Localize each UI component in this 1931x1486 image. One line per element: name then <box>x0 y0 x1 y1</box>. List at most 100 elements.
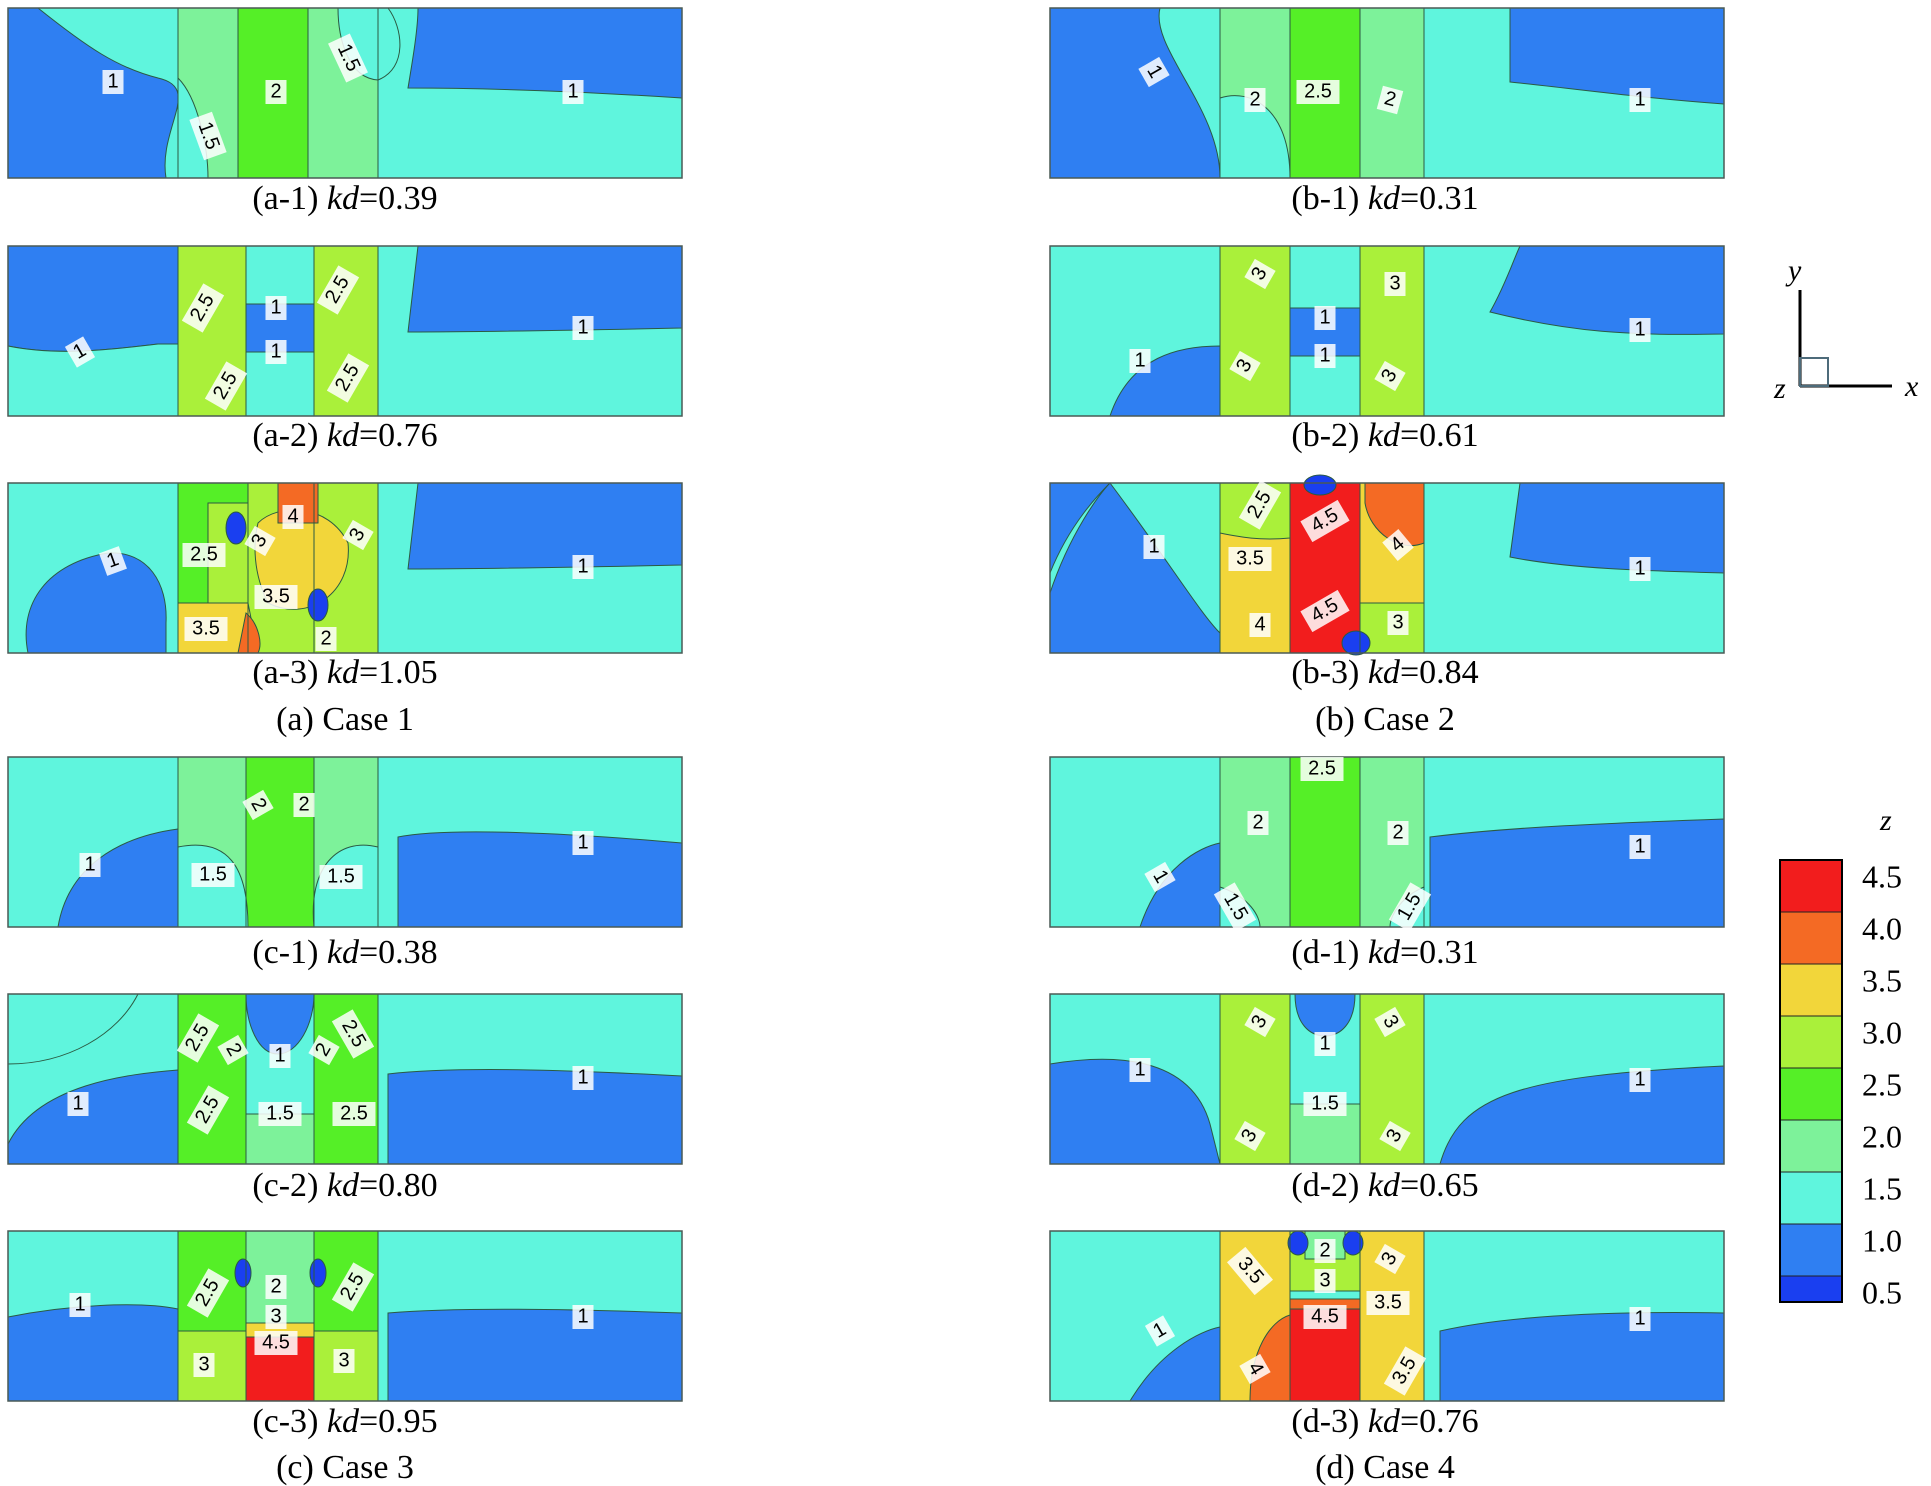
contour-label-box <box>265 296 287 320</box>
contour-label: 4 <box>287 505 298 527</box>
contour-label-box <box>331 1009 375 1059</box>
region-1.0-left <box>7 245 179 352</box>
contour-label: 2 <box>270 80 281 102</box>
contour-label-box <box>193 1353 215 1377</box>
legend-level-label: 3.5 <box>1862 962 1902 998</box>
caption-c1: (c-1) kd=0.38 <box>252 934 437 971</box>
contour-label-box <box>184 617 228 641</box>
contour-label: 1 <box>1634 1307 1645 1329</box>
contour-label: 2.5 <box>340 1102 368 1124</box>
contour-label: 3 <box>198 1353 209 1375</box>
contour-label: 1 <box>72 1092 83 1114</box>
group-caption-c: (c) Case 3 <box>276 1449 414 1486</box>
contour-label: 1 <box>1148 535 1159 557</box>
legend-level-label: 2.5 <box>1862 1066 1902 1102</box>
region-1.5-bottom-left <box>7 343 179 417</box>
panel-frame <box>7 7 683 179</box>
vortex-top <box>1303 474 1337 496</box>
contour-label-box <box>1244 258 1276 290</box>
legend-level-label: 3.0 <box>1862 1014 1902 1050</box>
legend-level-label: 4.0 <box>1862 910 1902 946</box>
group-caption-b: (b) Case 2 <box>1315 701 1455 738</box>
contour-label-box <box>1387 611 1409 635</box>
contour-label: 1 <box>1319 1032 1330 1054</box>
contour-label-box <box>342 519 374 551</box>
panel-frame <box>1049 7 1725 179</box>
contour-label-box <box>244 525 276 557</box>
caption-a2: (a-2) kd=0.76 <box>252 417 437 454</box>
region-1.0-right <box>1509 482 1725 574</box>
contour-label: 1.5 <box>199 863 227 885</box>
y-axis-label: y <box>1785 254 1802 287</box>
contour-label: 1 <box>577 1066 588 1088</box>
region-1.0-right <box>387 1069 683 1165</box>
contour-label: 1.5 <box>327 865 355 887</box>
panel-frame <box>1049 245 1725 417</box>
contour-label: 2.5 <box>1308 757 1336 779</box>
contour-label-box <box>265 80 287 104</box>
contour-label-box <box>316 265 360 315</box>
contour-label-box <box>67 1092 89 1116</box>
contour-label: 1 <box>1319 306 1330 328</box>
contour-label: 2 <box>1382 87 1398 111</box>
contour-label: 1 <box>74 1293 85 1315</box>
contour-label-box <box>1303 1305 1347 1329</box>
legend-swatch-2 <box>1779 963 1843 1017</box>
region-1.0-left <box>7 1304 179 1402</box>
contour-label: 1 <box>577 831 588 853</box>
panel-frame <box>7 482 683 654</box>
caption-b2: (b-2) kd=0.61 <box>1291 417 1478 454</box>
contour-label: 3 <box>270 1305 281 1327</box>
contour-label: 4 <box>1254 613 1265 635</box>
contour-label-box <box>1234 1120 1266 1152</box>
contour-label-box <box>572 1066 594 1090</box>
contour-label-box <box>1143 535 1165 559</box>
region-1.0-right <box>1429 818 1725 928</box>
contour-label-box <box>293 793 315 817</box>
vortex-left <box>234 1258 252 1288</box>
caption-c2: (c-2) kd=0.80 <box>252 1167 437 1204</box>
contour-label-box <box>1376 85 1404 115</box>
contour-label-box <box>217 1034 249 1066</box>
contour-label-box <box>64 336 96 368</box>
contour-label: 2 <box>270 1275 281 1297</box>
contour-label: 3.5 <box>1236 547 1264 569</box>
colorbar-legend: z 4.5 4.0 3.5 3.0 2.5 2.0 1.5 1.0 0.5 <box>1779 804 1902 1310</box>
contour-label-box <box>1238 480 1282 530</box>
caption-a1: (a-1) kd=0.39 <box>252 180 437 217</box>
panel-d1: 11.522.521.51 <box>1049 756 1725 932</box>
region-1.0-right <box>407 482 683 570</box>
contour-label-box <box>1229 350 1261 382</box>
contour-label: 1 <box>1634 1068 1645 1090</box>
caption-a3: (a-3) kd=1.05 <box>252 654 437 691</box>
contour-label-box <box>319 865 363 889</box>
contour-label-box <box>332 1102 376 1126</box>
contour-label: 4.5 <box>262 1331 290 1353</box>
contour-label-box <box>1629 318 1651 342</box>
contour-label-box <box>1314 1239 1336 1263</box>
contour-label: 3.5 <box>262 585 290 607</box>
region-1.0-right <box>1489 245 1725 335</box>
contour-label-box <box>258 1102 302 1126</box>
contour-label-box <box>265 1275 287 1299</box>
contour-label: 1 <box>1634 557 1645 579</box>
contour-label-box <box>1314 344 1336 368</box>
contour-label-box <box>69 1293 91 1317</box>
contour-label-box <box>331 1262 375 1312</box>
contour-label-box <box>1374 360 1406 392</box>
region-1.0-left <box>1049 1058 1221 1165</box>
contour-label: 1 <box>577 1305 588 1327</box>
contour-label: 2 <box>1319 1239 1330 1261</box>
x-axis-label: x <box>1904 370 1919 403</box>
contour-label-box <box>181 283 225 333</box>
contour-label-box <box>1296 80 1340 104</box>
contour-label: 2 <box>320 627 331 649</box>
panel-frame <box>1049 1230 1725 1402</box>
contour-label: 2 <box>1392 821 1403 843</box>
contour-label-box <box>1387 821 1409 845</box>
group-caption-a: (a) Case 1 <box>276 701 414 738</box>
